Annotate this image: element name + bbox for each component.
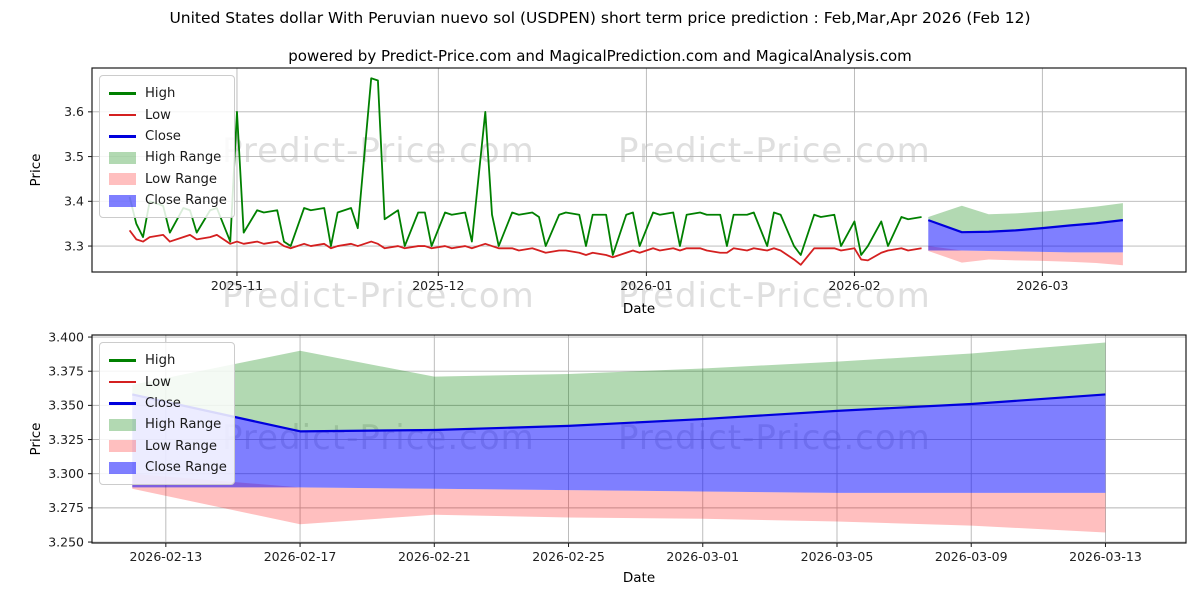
- x-tick-label: 2026-03-01: [666, 549, 739, 564]
- legend-item-close-range: Close Range: [109, 190, 227, 211]
- close-line-swatch: [109, 135, 136, 138]
- x-tick-label: 2026-02-21: [398, 549, 471, 564]
- legend-label: High: [145, 86, 176, 102]
- legend-item-low-range: Low Range: [109, 436, 225, 457]
- chart-subtitle: powered by Predict-Price.com and Magical…: [288, 47, 912, 65]
- x-tick-label: 2026-03-05: [801, 549, 874, 564]
- y-tick-label: 3.4: [64, 194, 84, 209]
- legend-label: Close: [145, 395, 181, 411]
- legend-item-high: High: [109, 350, 225, 371]
- y-tick-label: 3.5: [64, 149, 84, 164]
- legend-label: Close Range: [145, 460, 227, 476]
- x-tick-label: 2026-03: [1016, 278, 1068, 293]
- low-range-swatch: [109, 440, 136, 453]
- y-tick-label: 3.300: [48, 466, 84, 481]
- close-line-swatch: [109, 402, 136, 405]
- close-range-area: [132, 394, 1106, 493]
- x-tick-label: 2026-01: [620, 278, 672, 293]
- y-tick-label: 3.6: [64, 104, 84, 119]
- high-range-swatch: [109, 151, 136, 164]
- low-line-swatch: [109, 113, 136, 117]
- high-line: [128, 77, 922, 256]
- y-tick-label: 3.350: [48, 398, 84, 413]
- legend-item-close: Close: [109, 126, 225, 147]
- y-tick-label: 3.400: [48, 329, 84, 344]
- x-tick-label: 2025-12: [412, 278, 464, 293]
- close-range-swatch: [109, 194, 136, 207]
- legend-item-high-range: High Range: [109, 414, 225, 435]
- top-chart-xlabel: Date: [622, 301, 656, 317]
- plot-frame: [91, 67, 1187, 273]
- low-range-area: [132, 473, 1106, 533]
- y-tick-label: 3.275: [48, 500, 84, 515]
- legend-label: Low: [145, 374, 171, 390]
- legend-item-close-range: Close Range: [109, 457, 227, 478]
- legend-item-low: Low: [109, 371, 225, 392]
- bottom-legend: High Low Close High Range Low Range Clos…: [99, 342, 235, 486]
- chart-title: United States dollar With Peruvian nuevo…: [169, 9, 1031, 27]
- watermark: Predict-Price.com: [618, 276, 931, 316]
- low-line-swatch: [109, 380, 136, 384]
- close-range-area: [928, 220, 1123, 253]
- x-tick-label: 2026-03-09: [935, 549, 1008, 564]
- low-range-swatch: [109, 173, 136, 186]
- x-tick-label: 2026-02: [828, 278, 880, 293]
- y-tick-label: 3.325: [48, 432, 84, 447]
- low-range-area: [928, 246, 1123, 266]
- y-tick-label: 3.375: [48, 364, 84, 379]
- legend-item-low: Low: [109, 104, 225, 125]
- top-chart-ylabel: Price: [28, 153, 44, 187]
- x-tick-label: 2026-02-25: [532, 549, 605, 564]
- bottom-chart-ylabel: Price: [28, 422, 44, 456]
- high-line-swatch: [109, 359, 136, 362]
- legend-item-close: Close: [109, 393, 225, 414]
- high-range-swatch: [109, 418, 136, 431]
- x-tick-label: 2026-02-13: [130, 549, 203, 564]
- legend-label: High Range: [145, 417, 222, 433]
- close-range-swatch: [109, 461, 136, 474]
- high-line-swatch: [109, 92, 136, 95]
- y-tick-label: 3.250: [48, 534, 84, 549]
- plot-frame: [91, 334, 1187, 544]
- close-line: [927, 219, 1124, 234]
- x-tick-label: 2026-02-17: [264, 549, 337, 564]
- legend-label: Low: [145, 107, 171, 123]
- legend-label: Close Range: [145, 193, 227, 209]
- bottom-chart-xlabel: Date: [622, 570, 656, 586]
- legend-label: Low Range: [145, 438, 217, 454]
- legend-item-high-range: High Range: [109, 147, 225, 168]
- legend-item-low-range: Low Range: [109, 169, 225, 190]
- legend-label: Close: [145, 128, 181, 144]
- legend-label: Low Range: [145, 171, 217, 187]
- legend-item-high: High: [109, 83, 225, 104]
- x-tick-label: 2025-11: [211, 278, 263, 293]
- close-line: [132, 393, 1106, 433]
- low-line: [128, 229, 922, 266]
- watermark: Predict-Price.com: [618, 131, 931, 171]
- x-tick-label: 2026-03-13: [1069, 549, 1142, 564]
- legend-label: High Range: [145, 150, 222, 166]
- watermark: Predict-Price.com: [222, 276, 535, 316]
- top-legend: High Low Close High Range Low Range Clos…: [99, 75, 235, 219]
- legend-label: High: [145, 353, 176, 369]
- y-tick-label: 3.3: [64, 238, 84, 253]
